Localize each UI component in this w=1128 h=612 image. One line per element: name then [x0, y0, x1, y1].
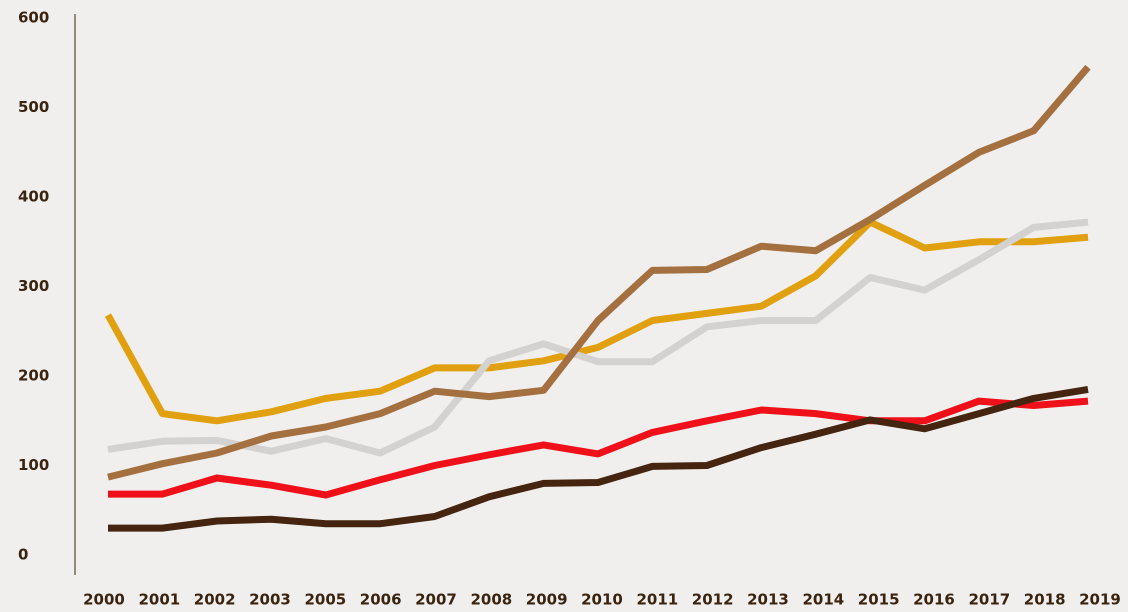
x-tick-label: 2005: [304, 591, 346, 609]
x-tick-label: 2000: [83, 591, 125, 609]
x-tick-label: 2007: [415, 591, 457, 609]
x-tick-label: 2003: [249, 591, 291, 609]
x-tick-label: 2015: [858, 591, 900, 609]
x-tick-label: 2014: [802, 591, 844, 609]
y-tick-label: 200: [18, 367, 49, 385]
x-tick-label: 2016: [913, 591, 955, 609]
x-tick-label: 2011: [636, 591, 678, 609]
y-tick-label: 300: [18, 277, 49, 295]
x-tick-label: 2019: [1079, 591, 1121, 609]
x-tick-label: 2018: [1024, 591, 1066, 609]
series-line: [108, 397, 1089, 499]
series-line: [108, 385, 1089, 532]
x-tick-label: 2009: [526, 591, 568, 609]
series-line: [104, 218, 1089, 425]
y-tick-label: 100: [18, 456, 49, 474]
x-tick-label: 2001: [138, 591, 180, 609]
x-tick-label: 2012: [692, 591, 734, 609]
y-tick-label: 500: [18, 98, 49, 116]
series-line: [107, 218, 1089, 457]
series-line: [107, 64, 1091, 481]
x-tick-label: 2002: [194, 591, 236, 609]
y-tick-label: 600: [18, 9, 49, 27]
x-tick-label: 2008: [470, 591, 512, 609]
x-tick-label: 2017: [968, 591, 1010, 609]
x-tick-label: 2006: [360, 591, 402, 609]
y-tick-label: 0: [18, 546, 28, 564]
y-tick-label: 400: [18, 188, 49, 206]
x-tick-label: 2013: [747, 591, 789, 609]
x-tick-label: 2010: [581, 591, 623, 609]
